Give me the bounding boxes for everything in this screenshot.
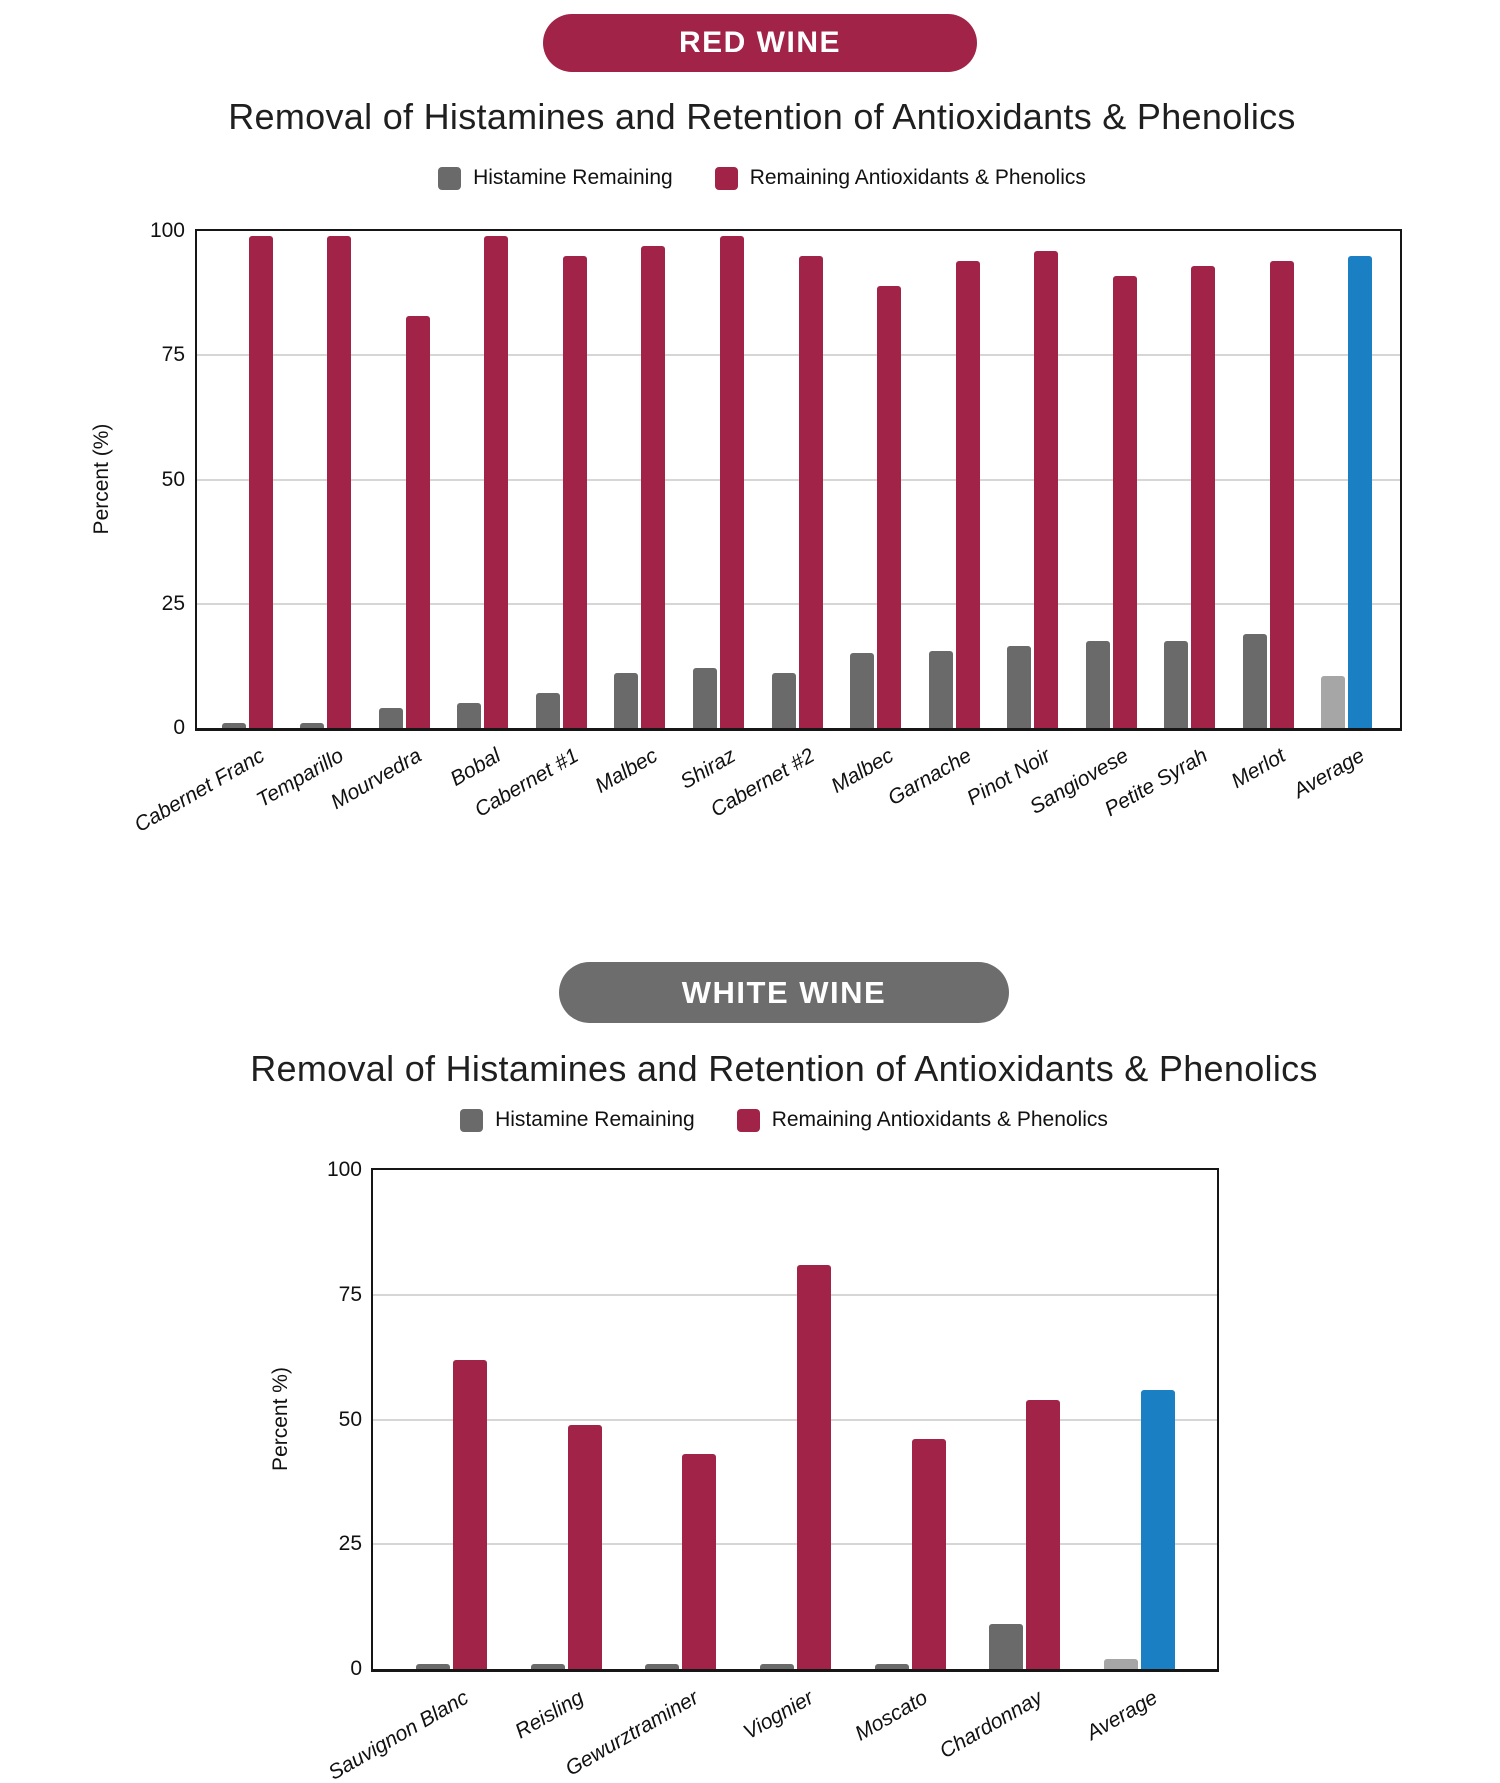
bar-antioxidants-10 [1034,250,1059,728]
bar-antioxidants-4 [911,1439,946,1669]
bar-histamine-4 [874,1664,909,1669]
bar-antioxidants-8 [877,285,902,728]
bar-histamine-5 [614,673,639,728]
bar-antioxidants-13 [1269,260,1294,728]
bar-antioxidants-7 [798,255,823,728]
bar-antioxidants-2 [682,1454,717,1669]
legend-item: Remaining Antioxidants & Phenolics [736,1108,1108,1132]
gridline-50 [373,1418,1217,1421]
legend-label: Remaining Antioxidants & Phenolics [771,1108,1108,1131]
gridline-75 [373,1293,1217,1296]
y-axis-tick-0: 0 [173,716,185,739]
legend-label: Histamine Remaining [473,166,673,189]
legend-item: Histamine Remaining [438,166,673,190]
chart-legend: Histamine Remaining Remaining Antioxidant… [184,1108,1384,1132]
y-axis-tick-75: 75 [161,343,185,367]
bar-antioxidants-1 [327,235,352,728]
bar-antioxidants-4 [562,255,587,728]
bar-antioxidants-3 [484,235,509,728]
bar-antioxidants-5 [1026,1399,1061,1669]
bar-histamine-1 [530,1664,565,1669]
bar-histamine-12 [1164,641,1189,728]
plot-area [195,229,1402,731]
plot-area [371,1168,1219,1672]
bar-histamine-3 [760,1664,794,1669]
bar-histamine-10 [1007,646,1032,728]
chart-title: Removal of Histamines and Retention of A… [228,96,1296,137]
bar-histamine-11 [1085,641,1110,728]
bar-histamine-8 [850,653,875,728]
bar-histamine-6 [1104,1659,1139,1669]
y-axis-tick-75: 75 [338,1282,362,1306]
antioxidants-legend-swatch-icon [714,166,738,190]
white-wine-badge: WHITE WINE [559,962,1009,1023]
y-axis-tick-25: 25 [338,1532,362,1556]
bar-histamine-14 [1321,675,1346,728]
bar-histamine-1 [300,723,325,728]
legend-label: Remaining Antioxidants & Phenolics [749,166,1086,189]
histamine-legend-swatch-icon [460,1108,484,1132]
legend-item: Histamine Remaining [460,1108,695,1132]
y-axis-tick-100: 100 [326,1158,362,1181]
bar-antioxidants-14 [1348,255,1373,728]
bar-antioxidants-5 [641,245,666,728]
bar-histamine-2 [645,1664,680,1669]
bar-histamine-6 [692,668,717,728]
y-axis-label: Percent %) [269,1367,292,1471]
histamine-legend-swatch-icon [438,166,462,190]
bar-histamine-4 [535,693,560,728]
y-axis-tick-100: 100 [149,219,185,242]
red-wine-badge: RED WINE [543,14,977,72]
bar-histamine-9 [928,650,953,728]
bar-antioxidants-1 [567,1424,602,1669]
y-axis-tick-50: 50 [338,1407,362,1431]
y-axis-tick-25: 25 [161,591,185,615]
bar-histamine-0 [221,723,246,728]
legend-label: Histamine Remaining [495,1108,695,1131]
bar-histamine-0 [415,1664,450,1669]
legend-item: Remaining Antioxidants & Phenolics [714,166,1086,190]
bar-antioxidants-3 [797,1264,831,1669]
bar-histamine-5 [989,1624,1024,1669]
chart-legend: Histamine Remaining Remaining Antioxidant… [162,166,1362,190]
bar-histamine-3 [457,703,482,728]
bar-antioxidants-12 [1191,265,1216,728]
bar-antioxidants-9 [955,260,980,728]
chart-title: Removal of Histamines and Retention of A… [250,1048,1318,1089]
bar-antioxidants-6 [719,235,744,728]
gridline-25 [373,1543,1217,1546]
y-axis-tick-0: 0 [350,1657,362,1680]
bar-histamine-7 [771,673,796,728]
y-axis-label: Percent (%) [90,423,113,535]
bar-antioxidants-2 [405,315,430,728]
bar-histamine-2 [378,708,403,728]
bar-histamine-13 [1242,633,1267,728]
bar-antioxidants-0 [452,1359,487,1669]
bar-antioxidants-6 [1141,1389,1176,1669]
bar-antioxidants-0 [248,235,273,728]
y-axis-tick-50: 50 [161,467,185,491]
antioxidants-legend-swatch-icon [736,1108,760,1132]
bar-antioxidants-11 [1112,275,1137,728]
